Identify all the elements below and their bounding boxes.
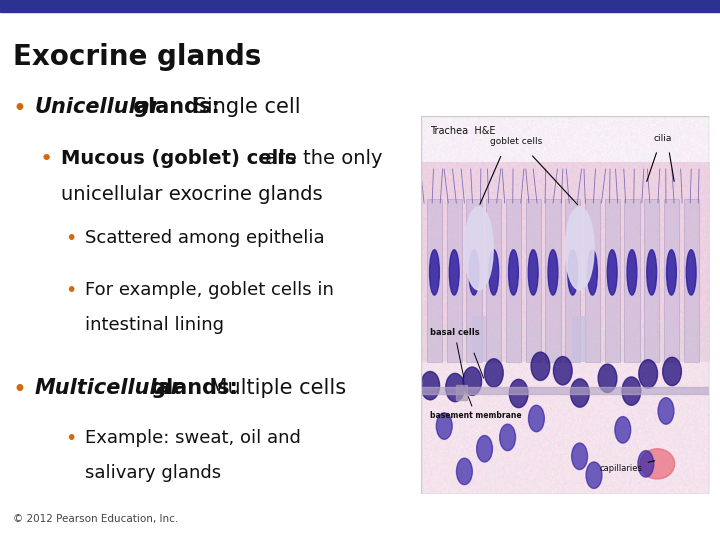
Ellipse shape [667,249,676,295]
Ellipse shape [586,462,602,488]
Ellipse shape [477,435,492,462]
Ellipse shape [464,207,493,290]
Bar [486,199,501,362]
Text: salivary glands: salivary glands [85,464,221,482]
Bar [572,316,587,362]
Bar [624,199,639,362]
Bar [585,199,600,362]
Text: Example: sweat, oil and: Example: sweat, oil and [85,429,301,447]
Ellipse shape [531,352,550,381]
Text: intestinal lining: intestinal lining [85,316,224,334]
Text: basement membrane: basement membrane [430,396,521,421]
Bar [506,199,521,362]
Text: basal cells: basal cells [430,328,480,378]
Ellipse shape [640,449,675,479]
Ellipse shape [456,458,472,485]
Bar [427,199,442,362]
Ellipse shape [615,417,631,443]
Bar [565,199,580,362]
Text: © 2012 Pearson Education, Inc.: © 2012 Pearson Education, Inc. [13,514,179,524]
Ellipse shape [639,360,657,388]
Ellipse shape [508,249,518,295]
Text: Unicellular: Unicellular [35,97,161,117]
Ellipse shape [449,249,459,295]
Text: Single cell: Single cell [187,97,301,117]
Ellipse shape [528,405,544,432]
Bar [664,199,679,362]
Text: capillaries: capillaries [600,461,654,474]
Bar [644,199,660,362]
Text: •: • [13,378,27,402]
Ellipse shape [489,249,499,295]
Text: •: • [13,97,27,121]
Ellipse shape [658,397,674,424]
Text: cilia: cilia [654,133,672,143]
Ellipse shape [598,364,617,393]
Bar [546,199,561,362]
Text: glands:: glands: [126,97,220,117]
Ellipse shape [500,424,516,450]
Bar [605,199,620,362]
Ellipse shape [570,379,589,407]
Ellipse shape [686,249,696,295]
Bar [684,199,699,362]
Ellipse shape [647,249,657,295]
Ellipse shape [485,359,503,387]
Bar [0,0,720,12]
Ellipse shape [607,249,617,295]
Text: Exocrine glands: Exocrine glands [13,43,261,71]
Bar [456,385,467,400]
Ellipse shape [463,367,482,395]
Text: Multicellular: Multicellular [35,378,181,398]
Text: unicellular exocrine glands: unicellular exocrine glands [61,185,323,204]
Ellipse shape [436,413,452,440]
Ellipse shape [469,249,479,295]
Ellipse shape [568,249,577,295]
Ellipse shape [430,249,439,295]
Ellipse shape [446,373,464,402]
Ellipse shape [662,357,681,386]
Bar [472,316,486,362]
Ellipse shape [638,450,654,477]
Text: goblet cells: goblet cells [490,137,542,146]
Ellipse shape [627,249,637,295]
Bar [421,387,709,394]
Text: Trachea  H&E: Trachea H&E [430,125,495,136]
Ellipse shape [572,443,588,469]
Text: are the only: are the only [259,148,383,167]
Text: •: • [65,229,76,248]
Ellipse shape [588,249,598,295]
Ellipse shape [421,372,440,400]
Bar [446,199,462,362]
Ellipse shape [554,356,572,385]
Text: Mucous (goblet) cells: Mucous (goblet) cells [61,148,297,167]
Text: •: • [40,148,53,168]
Ellipse shape [565,207,594,290]
Text: •: • [65,429,76,448]
Ellipse shape [528,249,538,295]
Ellipse shape [622,377,641,406]
Ellipse shape [509,379,528,408]
Bar [526,199,541,362]
Text: Scattered among epithelia: Scattered among epithelia [85,229,325,247]
Text: For example, goblet cells in: For example, goblet cells in [85,281,334,299]
Text: glands:: glands: [144,378,238,398]
Text: •: • [65,281,76,300]
Ellipse shape [548,249,558,295]
Text: Multiple cells: Multiple cells [203,378,346,398]
Bar [467,199,482,362]
